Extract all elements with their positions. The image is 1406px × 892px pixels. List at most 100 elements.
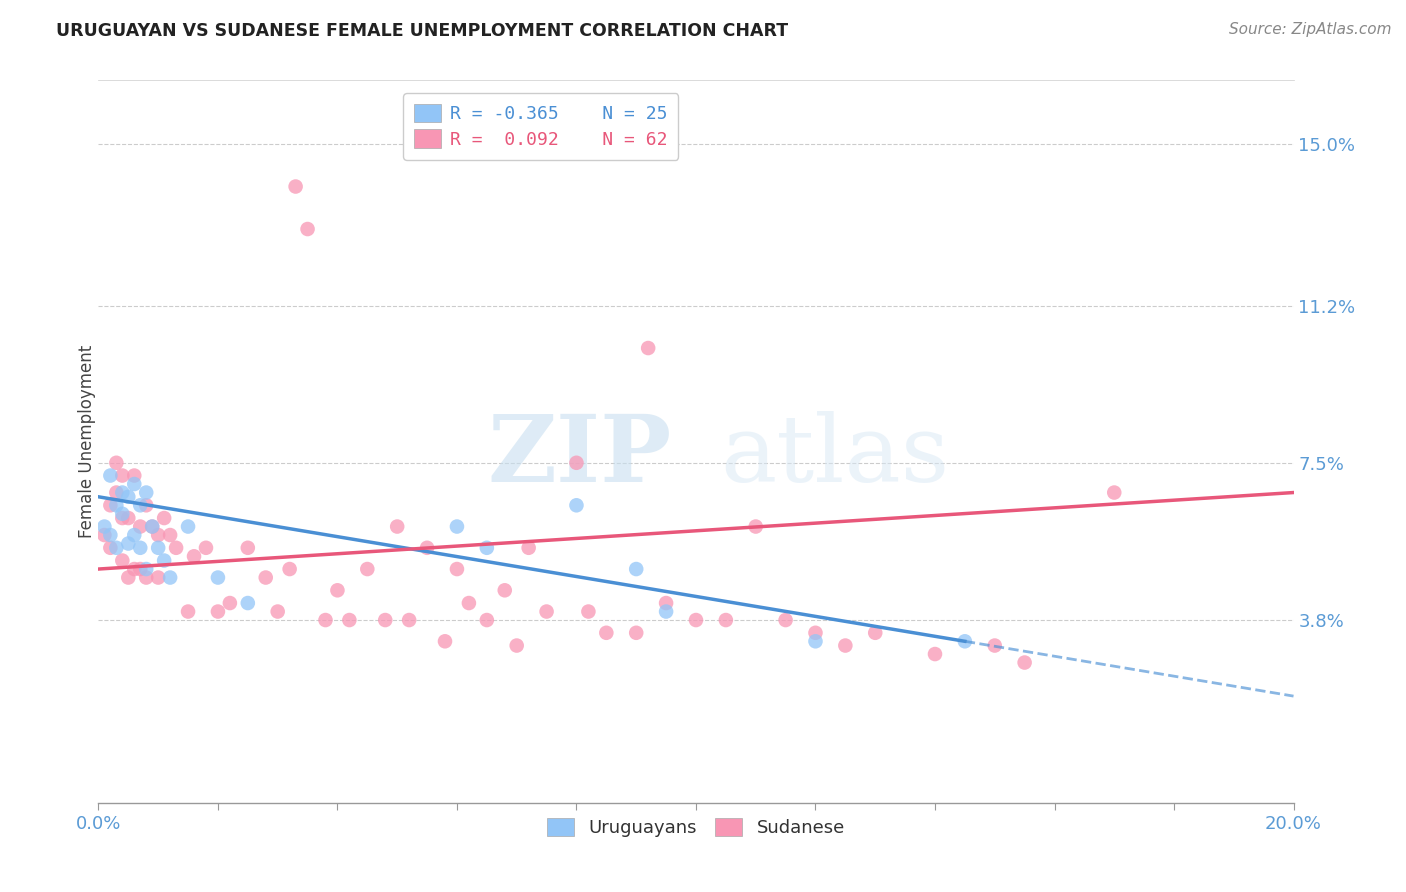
Point	[398, 613, 420, 627]
Point	[506, 639, 529, 653]
Point	[984, 639, 1007, 653]
Point	[111, 507, 134, 521]
Point	[135, 485, 157, 500]
Point	[153, 511, 176, 525]
Point	[924, 647, 946, 661]
Point	[565, 456, 588, 470]
Point	[416, 541, 439, 555]
Point	[98, 468, 122, 483]
Legend: Uruguayans, Sudanese: Uruguayans, Sudanese	[540, 811, 852, 845]
Point	[745, 519, 768, 533]
Point	[267, 605, 290, 619]
Point	[111, 553, 134, 567]
Point	[207, 570, 229, 584]
Point	[141, 519, 163, 533]
Point	[135, 498, 157, 512]
Point	[804, 625, 827, 640]
Point	[141, 519, 163, 533]
Point	[195, 541, 218, 555]
Point	[177, 519, 200, 533]
Point	[578, 605, 600, 619]
Point	[124, 477, 146, 491]
Point	[148, 570, 170, 584]
Point	[129, 498, 152, 512]
Point	[105, 541, 128, 555]
Point	[655, 596, 678, 610]
Point	[117, 511, 139, 525]
Point	[1104, 485, 1126, 500]
Point	[159, 528, 181, 542]
Point	[637, 341, 659, 355]
Point	[129, 519, 152, 533]
Point	[183, 549, 205, 564]
Point	[219, 596, 242, 610]
Point	[148, 541, 170, 555]
Point	[714, 613, 737, 627]
Point	[153, 553, 176, 567]
Point	[236, 596, 259, 610]
Text: atlas: atlas	[720, 411, 949, 501]
Point	[135, 562, 157, 576]
Y-axis label: Female Unemployment: Female Unemployment	[79, 345, 96, 538]
Point	[626, 562, 648, 576]
Point	[236, 541, 259, 555]
Point	[565, 498, 588, 512]
Point	[98, 541, 122, 555]
Point	[98, 498, 122, 512]
Point	[278, 562, 301, 576]
Point	[1014, 656, 1036, 670]
Point	[685, 613, 707, 627]
Point	[207, 605, 229, 619]
Text: ZIP: ZIP	[488, 411, 672, 501]
Point	[165, 541, 187, 555]
Point	[129, 541, 152, 555]
Point	[626, 625, 648, 640]
Point	[458, 596, 481, 610]
Text: URUGUAYAN VS SUDANESE FEMALE UNEMPLOYMENT CORRELATION CHART: URUGUAYAN VS SUDANESE FEMALE UNEMPLOYMEN…	[56, 22, 789, 40]
Point	[105, 456, 128, 470]
Point	[117, 536, 139, 550]
Point	[356, 562, 378, 576]
Point	[446, 562, 468, 576]
Point	[434, 634, 457, 648]
Point	[135, 570, 157, 584]
Point	[804, 634, 827, 648]
Point	[124, 468, 146, 483]
Point	[111, 511, 134, 525]
Point	[117, 570, 139, 584]
Point	[326, 583, 349, 598]
Point	[385, 519, 409, 533]
Point	[595, 625, 617, 640]
Point	[93, 519, 115, 533]
Point	[117, 490, 139, 504]
Point	[105, 498, 128, 512]
Point	[177, 605, 200, 619]
Point	[374, 613, 396, 627]
Point	[105, 485, 128, 500]
Point	[129, 562, 152, 576]
Point	[655, 605, 678, 619]
Point	[111, 485, 134, 500]
Point	[834, 639, 856, 653]
Point	[339, 613, 361, 627]
Point	[475, 613, 498, 627]
Point	[446, 519, 468, 533]
Point	[148, 528, 170, 542]
Point	[98, 528, 122, 542]
Point	[865, 625, 887, 640]
Point	[775, 613, 797, 627]
Point	[254, 570, 277, 584]
Point	[124, 562, 146, 576]
Point	[93, 528, 115, 542]
Point	[159, 570, 181, 584]
Point	[953, 634, 976, 648]
Point	[517, 541, 540, 555]
Point	[536, 605, 558, 619]
Point	[124, 528, 146, 542]
Text: Source: ZipAtlas.com: Source: ZipAtlas.com	[1229, 22, 1392, 37]
Point	[111, 468, 134, 483]
Point	[494, 583, 516, 598]
Point	[284, 179, 307, 194]
Point	[475, 541, 498, 555]
Point	[297, 222, 319, 236]
